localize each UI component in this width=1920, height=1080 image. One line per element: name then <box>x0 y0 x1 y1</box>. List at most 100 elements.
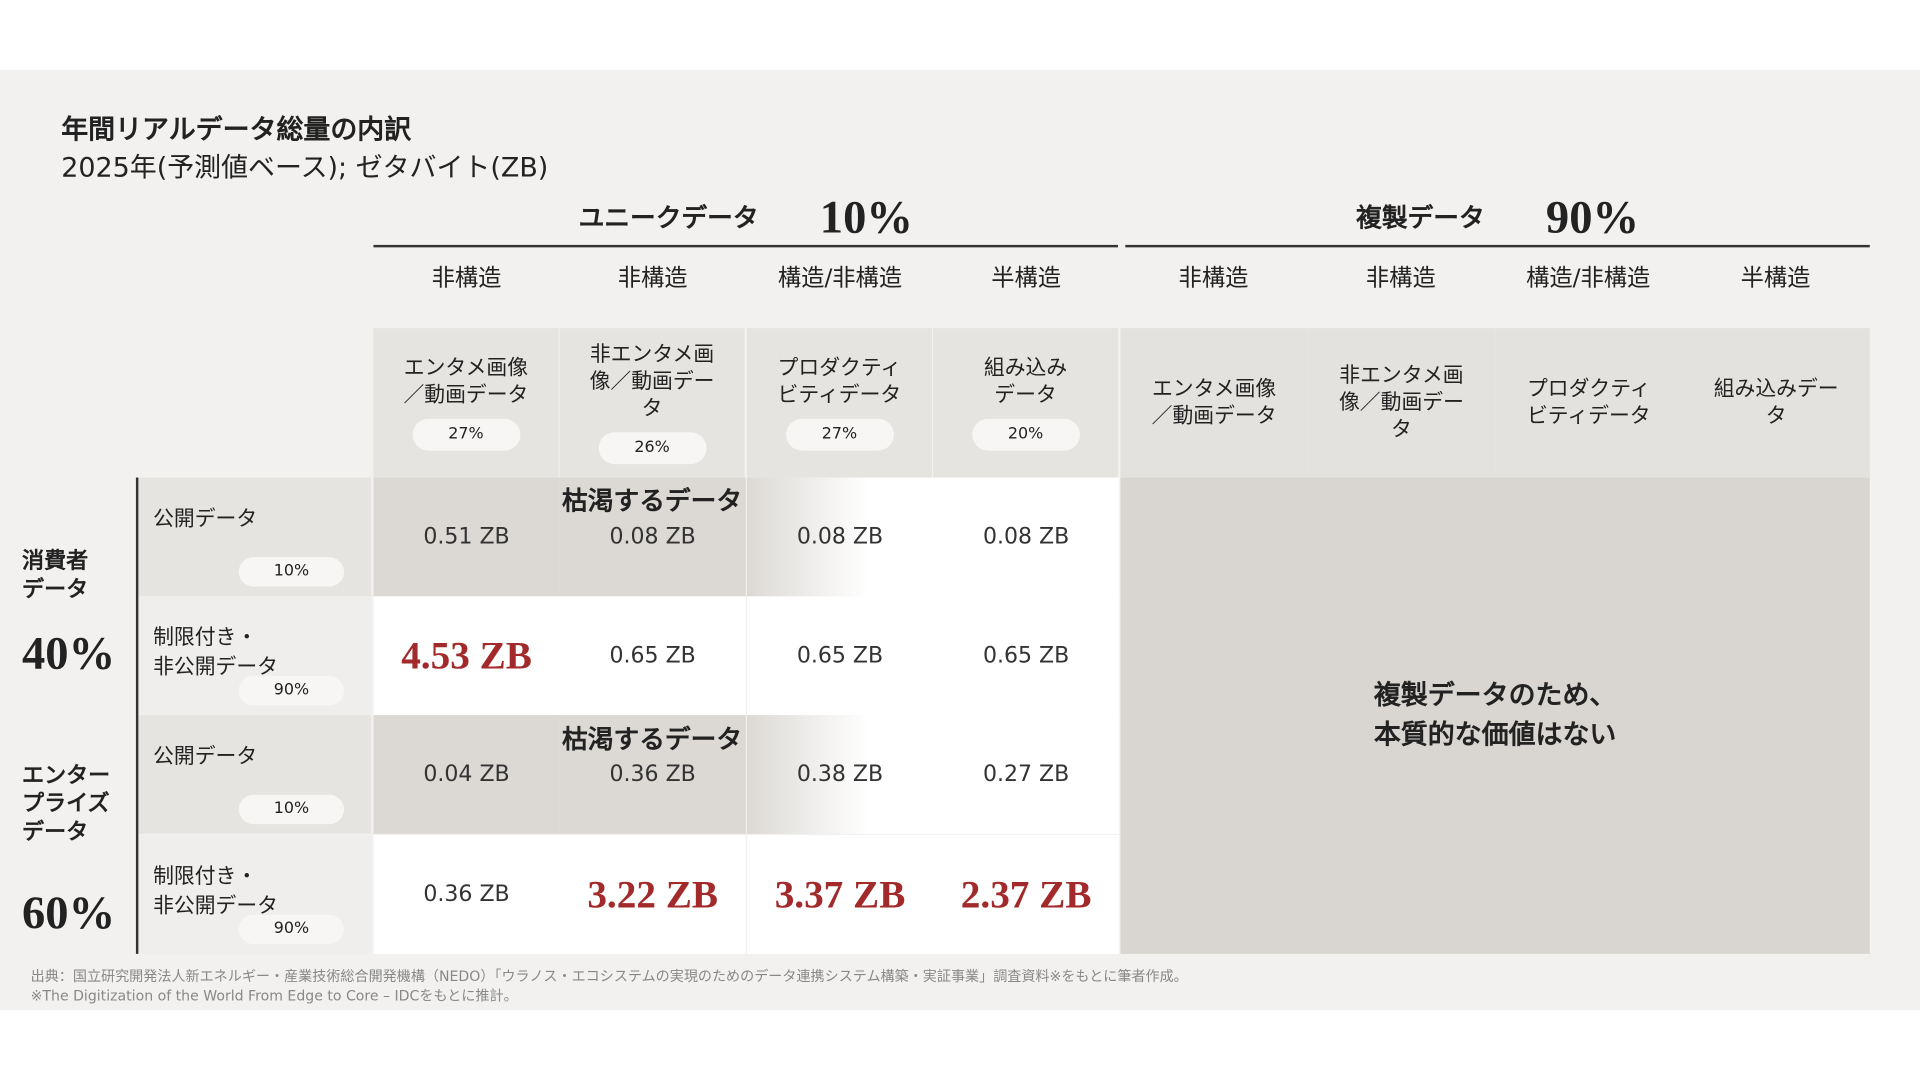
cell-value: 0.38 ZB <box>796 761 884 788</box>
column-pct-badge: 27% <box>412 418 520 451</box>
dup-column-header: エンタメ画像 ／動画データ <box>1120 328 1308 478</box>
column-label: ／動画データ <box>1151 404 1277 429</box>
column-label: タ <box>1765 404 1787 429</box>
column-label: 非エンタメ画 <box>1339 363 1464 389</box>
column-label: タ <box>641 396 663 422</box>
category-label: データ <box>22 819 89 845</box>
page-subtitle: 2025年(予測値ベース); ゼタバイト(ZB) <box>61 153 549 184</box>
row-header: 公開データ 10% <box>138 715 372 834</box>
group-pct: 90% <box>1545 192 1639 244</box>
footnote-estimate: ※The Digitization of the World From Edge… <box>30 986 518 1005</box>
column-header: エンタメ画像 ／動画データ 27% <box>373 328 559 478</box>
cell-value: 0.36 ZB <box>423 881 510 908</box>
column-pct-badge: 26% <box>598 432 706 465</box>
data-cell: 0.36 ZB <box>559 715 747 834</box>
cell-value: 0.08 ZB <box>982 524 1070 550</box>
structure-type: 非構造 <box>617 264 688 292</box>
group-label: 複製データ <box>1356 203 1485 233</box>
cell-value: 0.65 ZB <box>982 642 1070 669</box>
data-cell: 0.08 ZB <box>933 477 1120 597</box>
dup-column-header: 組み込みデー タ <box>1682 328 1870 478</box>
divider <box>1125 244 1870 248</box>
category-enterprise: エンター プライズ データ <box>22 762 110 846</box>
structure-type: 非構造 <box>431 264 502 292</box>
data-cell: 4.53 ZB <box>373 596 561 716</box>
category-pct: 60% <box>22 887 116 940</box>
data-cell: 0.08 ZB <box>746 477 935 597</box>
row-label: 制限付き・ <box>153 864 258 889</box>
cell-value: 0.27 ZB <box>982 761 1070 788</box>
group-header-unique: ユニークデータ 10% <box>373 184 1117 245</box>
column-label: ビティデータ <box>777 383 902 408</box>
depleting-data-label: 枯渇するデータ <box>562 724 743 755</box>
category-consumer: 消費者 データ <box>22 547 88 603</box>
structure-type: 半構造 <box>991 264 1062 292</box>
row-label: 公開データ <box>153 506 258 532</box>
column-header: 組み込み データ 20% <box>933 328 1118 478</box>
dup-column-header: 非エンタメ画 像／動画デー タ <box>1307 328 1496 478</box>
column-label: 組み込み <box>983 356 1068 381</box>
dup-message: 複製データのため、 <box>1373 680 1617 711</box>
column-label: 像／動画デー <box>589 369 715 395</box>
column-label: プロダクティ <box>777 356 902 381</box>
data-cell: 3.37 ZB <box>746 835 935 954</box>
column-label: 組み込みデー <box>1713 377 1839 402</box>
duplicate-data-block: 複製データのため、 本質的な価値はない <box>1120 477 1870 954</box>
category-label: データ <box>22 576 89 603</box>
column-label: 非エンタメ画 <box>589 342 715 368</box>
cell-value: 3.37 ZB <box>774 871 906 916</box>
structure-type: 非構造 <box>1365 264 1436 292</box>
row-label: 公開データ <box>153 744 258 769</box>
cell-value: 0.65 ZB <box>609 642 696 669</box>
cell-value: 0.36 ZB <box>609 761 696 788</box>
column-pct-badge: 20% <box>971 418 1080 451</box>
divider <box>135 477 139 954</box>
data-cell: 0.65 ZB <box>933 596 1120 716</box>
column-header: 非エンタメ画 像／動画デー タ 26% <box>559 328 745 478</box>
column-label: データ <box>994 383 1057 408</box>
data-cell: 0.65 ZB <box>746 596 935 716</box>
structure-type: 半構造 <box>1740 264 1811 292</box>
cell-value: 3.22 ZB <box>587 871 718 916</box>
category-pct: 40% <box>22 628 116 680</box>
cell-value: 0.08 ZB <box>796 524 884 550</box>
row-header: 制限付き・ 非公開データ 90% <box>138 596 372 716</box>
column-label: ／動画データ <box>403 383 529 408</box>
depleting-data-label: 枯渇するデータ <box>562 486 743 516</box>
group-label: ユニークデータ <box>578 203 759 233</box>
data-cell: 0.27 ZB <box>933 715 1120 834</box>
row-header: 公開データ 10% <box>138 477 372 597</box>
structure-type: 構造/非構造 <box>777 264 903 292</box>
footnote-source: 出典：国立研究開発法人新エネルギー・産業技術総合開発機構（NEDO）「ウラノス・… <box>30 967 1188 985</box>
cell-value: 0.51 ZB <box>423 524 510 550</box>
column-pct-badge: 27% <box>785 418 894 451</box>
category-label: 消費者 <box>22 548 89 575</box>
group-pct: 10% <box>819 192 913 244</box>
column-label: エンタメ画像 <box>403 356 529 381</box>
structure-type: 非構造 <box>1178 264 1249 292</box>
cell-value: 4.53 ZB <box>401 633 532 678</box>
cell-value: 2.37 ZB <box>960 871 1092 916</box>
row-pct-badge: 90% <box>238 914 345 945</box>
column-label: ビティデータ <box>1526 404 1651 429</box>
column-header: プロダクティ ビティデータ 27% <box>746 328 932 478</box>
group-header-duplicate: 複製データ 90% <box>1125 184 1869 245</box>
column-label: 像／動画デー <box>1338 390 1464 416</box>
page-title: 年間リアルデータ総量の内訳 <box>61 115 412 146</box>
column-label: エンタメ画像 <box>1151 377 1277 402</box>
row-pct-badge: 10% <box>238 794 345 825</box>
data-cell: 0.04 ZB <box>373 715 561 834</box>
data-cell: 3.22 ZB <box>559 835 747 954</box>
row-header: 制限付き・ 非公開データ 90% <box>138 835 372 954</box>
category-label: プライズ <box>22 791 110 817</box>
structure-type: 構造/非構造 <box>1526 264 1651 292</box>
divider <box>373 244 1118 248</box>
row-label: 制限付き・ <box>153 625 258 651</box>
dup-message: 本質的な価値はない <box>1373 719 1617 751</box>
data-cell: 0.65 ZB <box>559 596 747 716</box>
cell-value: 0.04 ZB <box>423 761 510 788</box>
data-cell: 2.37 ZB <box>933 835 1120 954</box>
column-label: タ <box>1391 417 1412 443</box>
dup-column-header: プロダクティ ビティデータ <box>1495 328 1683 478</box>
